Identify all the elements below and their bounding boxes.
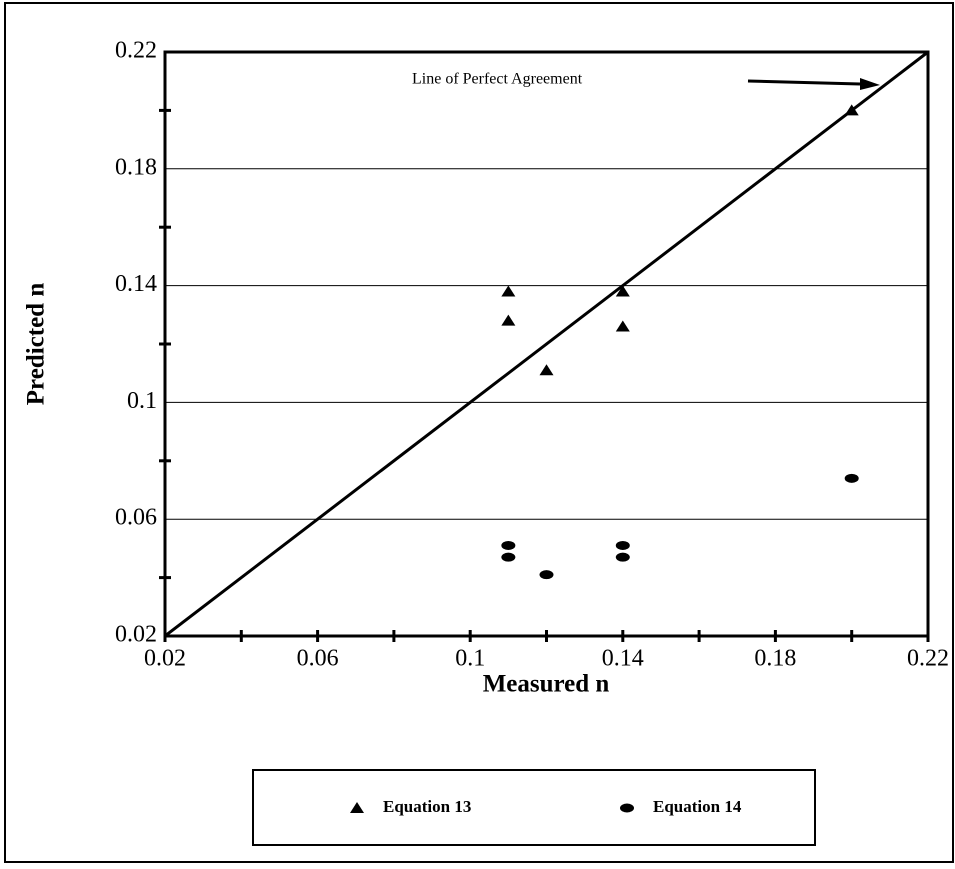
y-tick-label: 0.22: [115, 38, 157, 64]
y-tick-label: 0.02: [115, 622, 157, 648]
x-tick-label: 0.1: [455, 646, 485, 672]
data-point: [501, 540, 516, 550]
x-tick-label: 0.14: [602, 646, 644, 672]
data-point: [844, 473, 859, 483]
data-point: [501, 552, 516, 562]
annotation-arrowhead: [860, 78, 880, 90]
y-tick-label: 0.1: [127, 388, 157, 414]
data-point: [615, 540, 630, 550]
annotation-arrow: [747, 79, 861, 86]
data-point: [615, 552, 630, 562]
legend-box: [252, 769, 816, 846]
data-point: [615, 285, 630, 297]
y-axis-label: Predicted n: [23, 283, 50, 406]
data-point: [501, 314, 516, 326]
y-tick-label: 0.18: [115, 154, 157, 180]
x-axis-label: Measured n: [483, 671, 610, 698]
x-tick-label: 0.06: [297, 646, 339, 672]
legend-label: Equation 13: [383, 797, 471, 816]
data-point: [539, 364, 554, 376]
plot-frame: [163, 50, 930, 638]
data-point: [539, 570, 554, 580]
legend-marker: [350, 802, 364, 813]
reference-line: [164, 50, 929, 638]
x-tick-label: 0.22: [907, 646, 949, 672]
data-point: [501, 285, 516, 297]
data-point: [615, 320, 630, 332]
annotation: Line of Perfect Agreement: [412, 71, 583, 88]
figure-frame: [4, 2, 954, 863]
data-point: [844, 104, 859, 116]
x-tick-label: 0.18: [754, 646, 796, 672]
y-tick-label: 0.06: [115, 505, 157, 531]
legend-label: Equation 14: [653, 797, 742, 816]
legend-marker: [620, 803, 634, 813]
y-tick-label: 0.14: [115, 271, 157, 297]
x-tick-label: 0.02: [144, 646, 186, 672]
